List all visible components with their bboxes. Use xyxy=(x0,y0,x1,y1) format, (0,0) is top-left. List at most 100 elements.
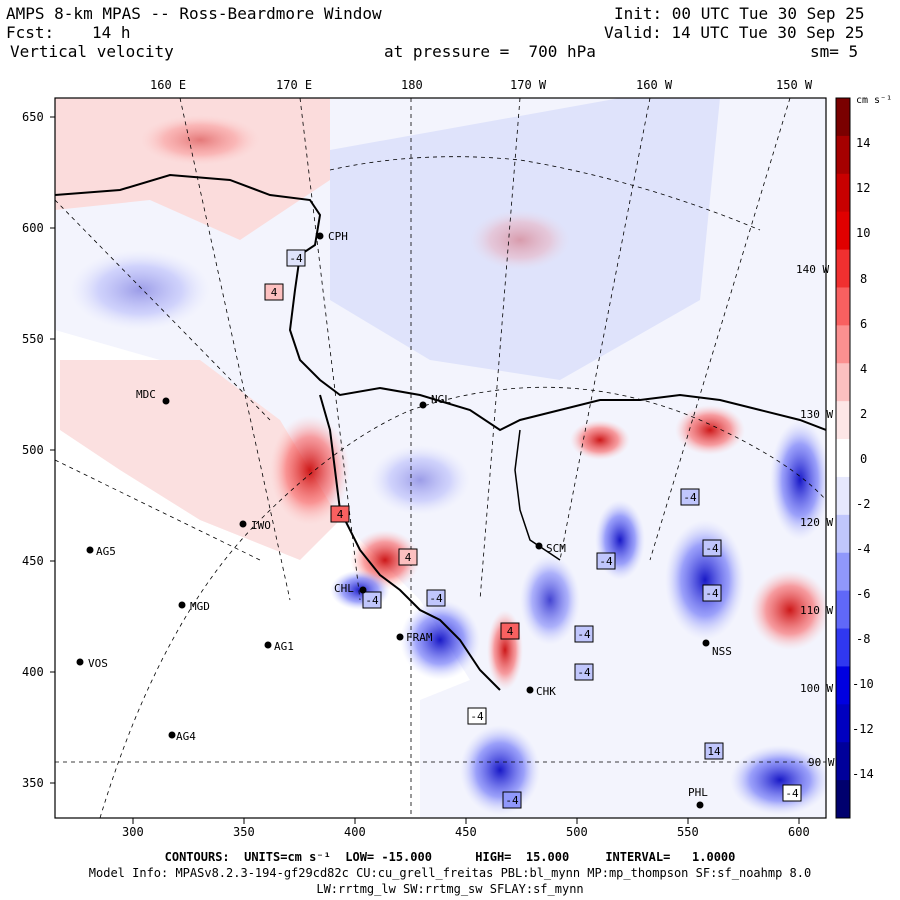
valid-time: Valid: 14 UTC Tue 30 Sep 25 xyxy=(604,23,865,42)
lon-label: 100 W xyxy=(800,682,833,695)
station-marker xyxy=(76,658,84,666)
colorbar-label: 14 xyxy=(856,136,870,150)
lon-label: 130 W xyxy=(800,408,833,421)
colorbar-label: 2 xyxy=(860,407,867,421)
station-label: PHL xyxy=(688,786,708,799)
model-info-physics: LW:rrtmg_lw SW:rrtmg_sw SFLAY:sf_mynn xyxy=(316,882,584,896)
station-label: VOS xyxy=(88,657,108,670)
contours-info: CONTOURS: UNITS=cm s⁻¹ LOW= -15.000 HIGH… xyxy=(164,850,736,864)
colorbar-label: 4 xyxy=(860,362,867,376)
station-marker xyxy=(396,633,404,641)
chart-title: AMPS 8-km MPAS -- Ross-Beardmore Window xyxy=(6,4,382,23)
colorbar-swatch xyxy=(836,439,850,478)
colorbar-label: -14 xyxy=(852,767,874,781)
longitude-labels: 160 E 170 E 180 170 W 160 W 150 W xyxy=(150,78,813,92)
lon-label: 90 W xyxy=(808,756,835,769)
colorbar xyxy=(835,97,851,819)
box-label: 4 xyxy=(337,508,344,521)
station-label: CPH xyxy=(328,230,348,243)
colorbar-swatch xyxy=(836,780,850,819)
colorbar-swatch xyxy=(836,363,850,402)
model-info: Model Info: MPASv8.2.3-194-gf29cd82c CU:… xyxy=(88,866,812,880)
right-longitude-labels: 140 W 130 W 120 W 110 W 100 W 90 W xyxy=(796,263,835,769)
station-marker xyxy=(359,586,367,594)
station-marker xyxy=(702,639,710,647)
box-label: -4 xyxy=(577,628,591,641)
box-label: -4 xyxy=(705,542,719,555)
station-marker xyxy=(178,601,186,609)
x-tick-label: 450 xyxy=(455,825,477,839)
colorbar-label: 0 xyxy=(860,452,867,466)
colorbar-swatch xyxy=(836,135,850,175)
colorbar-swatch xyxy=(836,590,850,630)
box-label: 4 xyxy=(507,625,514,638)
lon-label: 170 W xyxy=(510,78,547,92)
station-label: AG5 xyxy=(96,545,116,558)
box-label: -4 xyxy=(365,594,379,607)
y-tick-label: 550 xyxy=(22,332,44,346)
y-tick-label: 600 xyxy=(22,221,44,235)
colorbar-label: 6 xyxy=(860,317,867,331)
x-tick-label: 350 xyxy=(233,825,255,839)
station-label: NSS xyxy=(712,645,732,658)
colorbar-swatch xyxy=(836,476,850,516)
colorbar-labels: 14 12 10 8 6 4 2 0 -2 -4 -6 -8 -10 -12 -… xyxy=(852,136,874,781)
lon-label: 150 W xyxy=(776,78,813,92)
colorbar-swatch xyxy=(836,514,850,554)
box-label: -4 xyxy=(505,794,519,807)
y-tick-label: 650 xyxy=(22,110,44,124)
box-label: -4 xyxy=(289,252,303,265)
lon-label: 170 E xyxy=(276,78,312,92)
station-label: SCM xyxy=(546,542,566,555)
colorbar-units: cm s⁻¹ xyxy=(856,95,892,106)
box-label: 4 xyxy=(405,551,412,564)
field-shading: -4 4 -4 4 -4 4 -4 -4 -4 -4 -4 -4 -4 14 -… xyxy=(55,98,826,818)
lon-label: 160 E xyxy=(150,78,186,92)
station-label: AG4 xyxy=(176,730,196,743)
station-marker xyxy=(239,520,247,528)
box-label: -4 xyxy=(470,710,484,723)
station-marker xyxy=(526,686,534,694)
box-label: -4 xyxy=(785,787,799,800)
lon-label: 120 W xyxy=(800,516,833,529)
colorbar-swatch xyxy=(836,742,850,781)
colorbar-label: 10 xyxy=(856,226,870,240)
station-marker xyxy=(86,546,94,554)
station-marker xyxy=(264,641,272,649)
y-tick-label: 400 xyxy=(22,665,44,679)
lon-label: 140 W xyxy=(796,263,829,276)
station-label: IWO xyxy=(251,519,271,532)
station-label: FRAM xyxy=(406,631,433,644)
station-marker xyxy=(535,542,543,550)
colorbar-label: 8 xyxy=(860,272,867,286)
y-axis: 650 600 550 500 450 400 350 xyxy=(22,110,55,790)
station-label: AG1 xyxy=(274,640,294,653)
pressure-level: at pressure = 700 hPa xyxy=(384,42,596,61)
colorbar-label: 12 xyxy=(856,181,870,195)
x-tick-label: 500 xyxy=(566,825,588,839)
colorbar-swatch xyxy=(836,287,850,326)
y-tick-label: 500 xyxy=(22,443,44,457)
forecast-hour: 14 h xyxy=(92,23,131,42)
x-axis: 300 350 400 450 500 550 600 xyxy=(122,818,810,839)
lon-label: 180 xyxy=(401,78,423,92)
station-marker xyxy=(316,232,324,240)
colorbar-swatch xyxy=(836,249,850,288)
colorbar-label: -2 xyxy=(856,497,870,511)
colorbar-label: -10 xyxy=(852,677,874,691)
smoothing-value: sm= 5 xyxy=(810,42,859,61)
station-marker xyxy=(419,401,427,409)
station-marker xyxy=(696,801,704,809)
field-name: Vertical velocity xyxy=(10,42,174,61)
x-tick-label: 400 xyxy=(344,825,366,839)
colorbar-swatch xyxy=(836,173,850,213)
box-label: -4 xyxy=(705,587,719,600)
lon-label: 160 W xyxy=(636,78,673,92)
box-label: 4 xyxy=(271,286,278,299)
colorbar-frame xyxy=(835,97,851,819)
colorbar-swatch xyxy=(836,325,850,364)
colorbar-label: -12 xyxy=(852,722,874,736)
stations: CPH MDC NGL IWO AG5 MGD AG1 VOS AG4 SCM … xyxy=(76,230,732,809)
colorbar-swatch xyxy=(836,552,850,592)
